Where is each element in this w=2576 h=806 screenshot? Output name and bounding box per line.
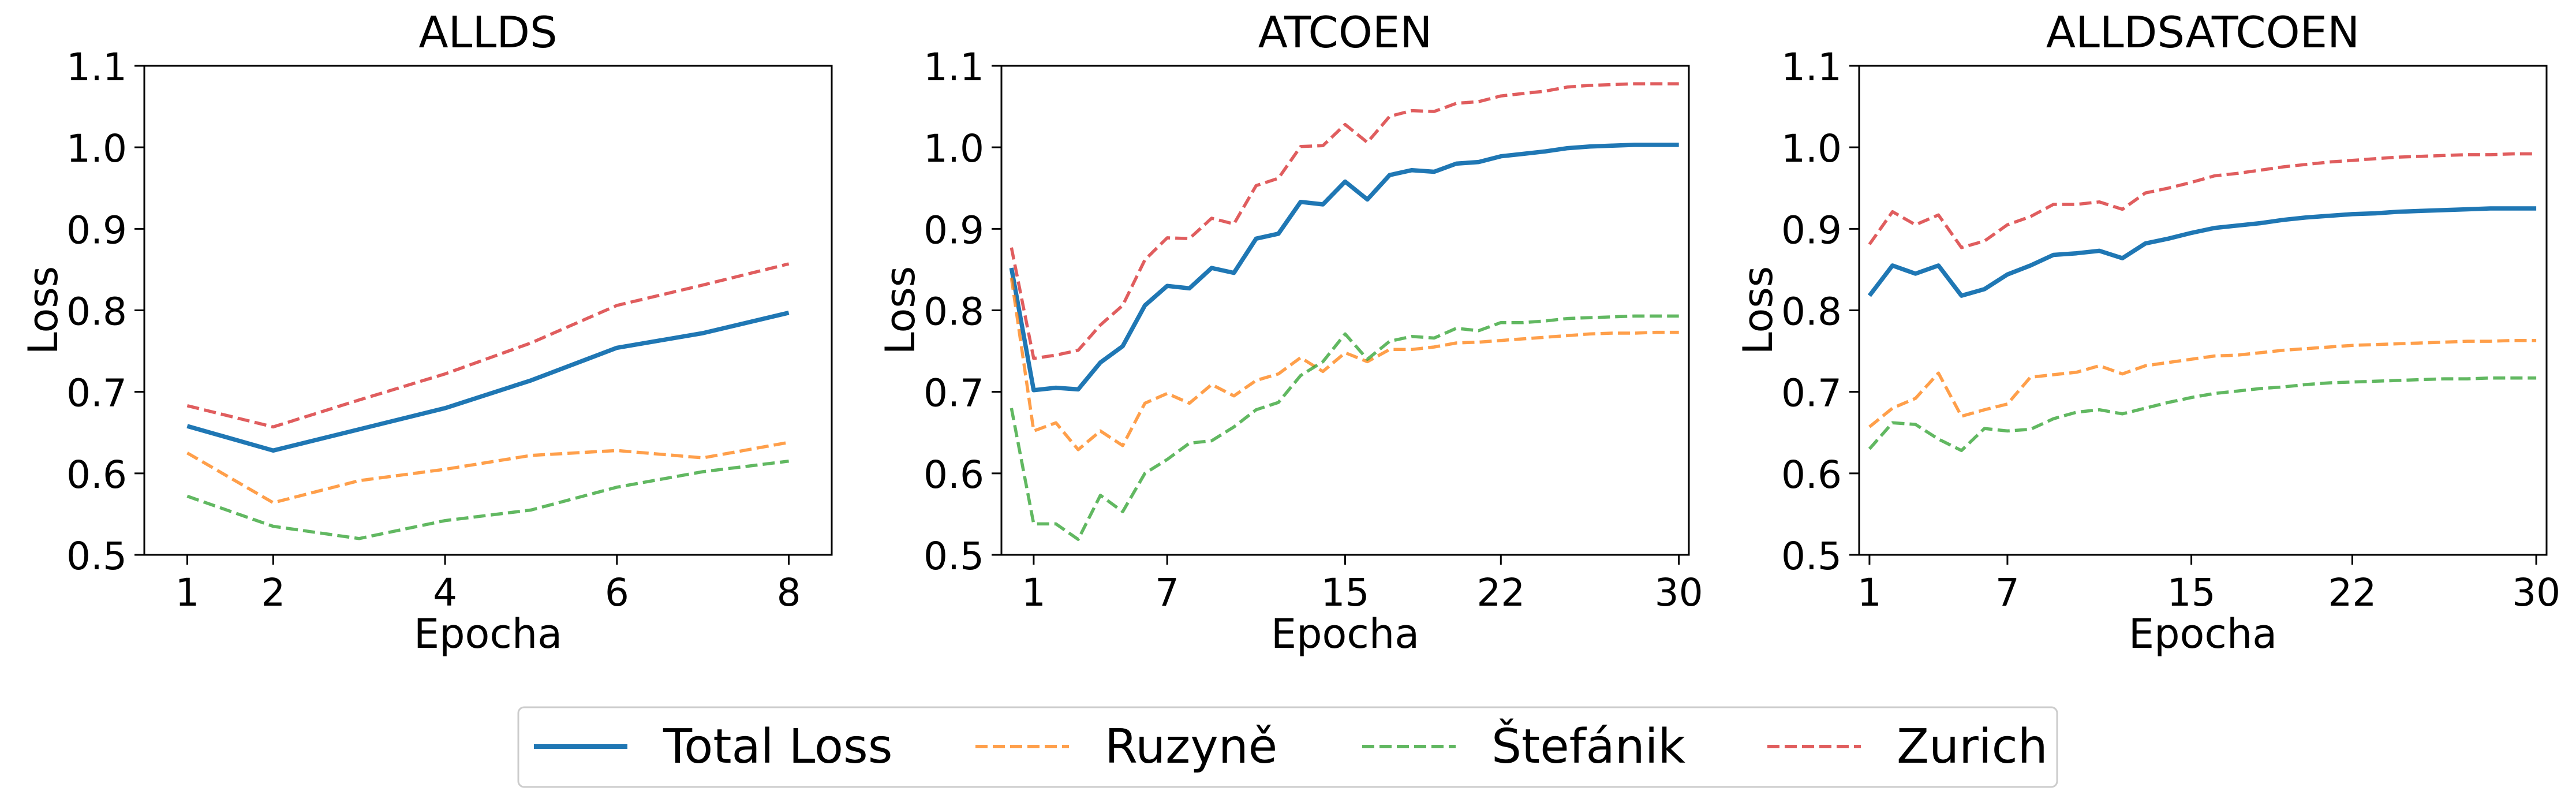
panel-title: ATCOEN	[1258, 7, 1433, 58]
y-tick-label: 0.5	[924, 534, 984, 579]
x-tick-label: 30	[2512, 570, 2560, 615]
x-tick-label: 15	[2167, 570, 2216, 615]
legend-label: Total Loss	[663, 719, 892, 774]
x-tick-label: 22	[2328, 570, 2376, 615]
y-tick-label: 0.6	[924, 453, 984, 497]
x-axis: 1 7 15 22 30	[1022, 555, 1703, 615]
y-axis: 0.5 0.6 0.7 0.8 0.9 1.0 1.1	[1781, 45, 1859, 579]
y-tick-label: 1.0	[924, 126, 984, 171]
x-tick-label: 1	[1022, 570, 1046, 615]
x-axis-label: Epocha	[414, 610, 562, 658]
series-lines	[186, 262, 790, 540]
y-tick-label: 0.7	[66, 371, 127, 416]
x-axis: 1 7 15 22 30	[1857, 555, 2560, 615]
y-axis-label: Loss	[877, 266, 924, 355]
y-tick-label: 0.5	[1781, 534, 1842, 579]
x-tick-label: 1	[1857, 570, 1882, 615]
y-tick-label: 0.9	[924, 208, 984, 252]
x-axis-label: Epocha	[1271, 610, 1419, 658]
y-tick-label: 0.6	[1781, 453, 1842, 497]
y-tick-label: 0.9	[1781, 208, 1842, 252]
series-line-ruzyne	[1868, 338, 2537, 428]
y-tick-label: 0.6	[66, 453, 127, 497]
legend-entry-ruzyne: Ruzyně	[975, 719, 1277, 774]
series-line-ruzyne	[1010, 277, 1679, 451]
legend-entry-zurich: Zurich	[1767, 719, 2048, 774]
y-tick-label: 1.1	[1781, 45, 1842, 89]
y-tick-label: 0.5	[66, 534, 127, 579]
x-axis-label: Epocha	[2129, 610, 2277, 658]
series-line-stefanik	[1868, 376, 2537, 453]
subplot-alldsatcoen: ALLDSATCOEN 0.5 0.6 0.7 0.8 0.9 1.0 1.1 1 7 15 22 30…	[1734, 7, 2560, 658]
x-tick-label: 7	[1155, 570, 1179, 615]
y-axis-label: Loss	[20, 266, 67, 355]
x-tick-label: 2	[261, 570, 285, 615]
series-line-ruzyne	[186, 441, 790, 505]
y-tick-label: 1.0	[66, 126, 127, 171]
panel-title: ALLDSATCOEN	[2046, 7, 2360, 58]
x-tick-label: 1	[175, 570, 199, 615]
legend-entry-stefanik: Štefánik	[1362, 718, 1686, 774]
legend-entry-total-loss: Total Loss	[534, 719, 892, 774]
series-lines	[1009, 82, 1679, 541]
x-tick-label: 15	[1321, 570, 1370, 615]
y-tick-label: 0.7	[924, 371, 984, 416]
subplot-atcoen: ATCOEN 0.5 0.6 0.7 0.8 0.9 1.0 1.1 1 7 15 22 30 Epoch…	[877, 7, 1703, 658]
x-axis: 1 2 4 6 8	[175, 555, 801, 615]
legend: Total Loss Ruzyně Štefánik Zurich	[517, 706, 2058, 788]
series-lines	[1867, 152, 2537, 453]
y-tick-label: 1.1	[924, 45, 984, 89]
x-tick-label: 8	[777, 570, 801, 615]
y-axis: 0.5 0.6 0.7 0.8 0.9 1.0 1.1	[66, 45, 144, 579]
y-tick-label: 0.8	[66, 290, 127, 334]
x-tick-label: 6	[605, 570, 629, 615]
series-line-total-loss	[186, 311, 790, 453]
x-tick-label: 7	[1995, 570, 2020, 615]
x-tick-label: 30	[1655, 570, 1703, 615]
series-line-total-loss	[1009, 143, 1679, 393]
x-tick-label: 22	[1476, 570, 1525, 615]
subplot-allds: ALLDS 0.5 0.6 0.7 0.8 0.9 1.0 1.1 1 2 4 6 8 Epocha Los…	[20, 7, 833, 658]
legend-label: Zurich	[1897, 719, 2048, 774]
series-line-zurich	[1868, 152, 2537, 249]
series-line-total-loss	[1867, 206, 2537, 298]
series-line-stefanik	[1010, 314, 1679, 541]
y-tick-label: 0.8	[924, 290, 984, 334]
x-tick-label: 4	[433, 570, 457, 615]
y-tick-label: 0.8	[1781, 290, 1842, 334]
panel-title: ALLDS	[418, 7, 557, 58]
legend-frame	[517, 706, 2058, 788]
y-tick-label: 1.1	[66, 45, 127, 89]
series-line-zurich	[186, 262, 790, 429]
subplot-panels: ALLDS 0.5 0.6 0.7 0.8 0.9 1.0 1.1 1 2 4 6 8 Epocha Los…	[20, 7, 2560, 658]
y-axis-label: Loss	[1734, 266, 1782, 355]
legend-label: Ruzyně	[1105, 719, 1277, 774]
y-tick-label: 0.7	[1781, 371, 1842, 416]
y-tick-label: 0.9	[66, 208, 127, 252]
series-line-stefanik	[186, 459, 789, 540]
legend-label: Štefánik	[1491, 718, 1686, 774]
y-tick-label: 1.0	[1781, 126, 1842, 171]
series-line-zurich	[1010, 82, 1679, 360]
y-axis: 0.5 0.6 0.7 0.8 0.9 1.0 1.1	[924, 45, 1001, 579]
